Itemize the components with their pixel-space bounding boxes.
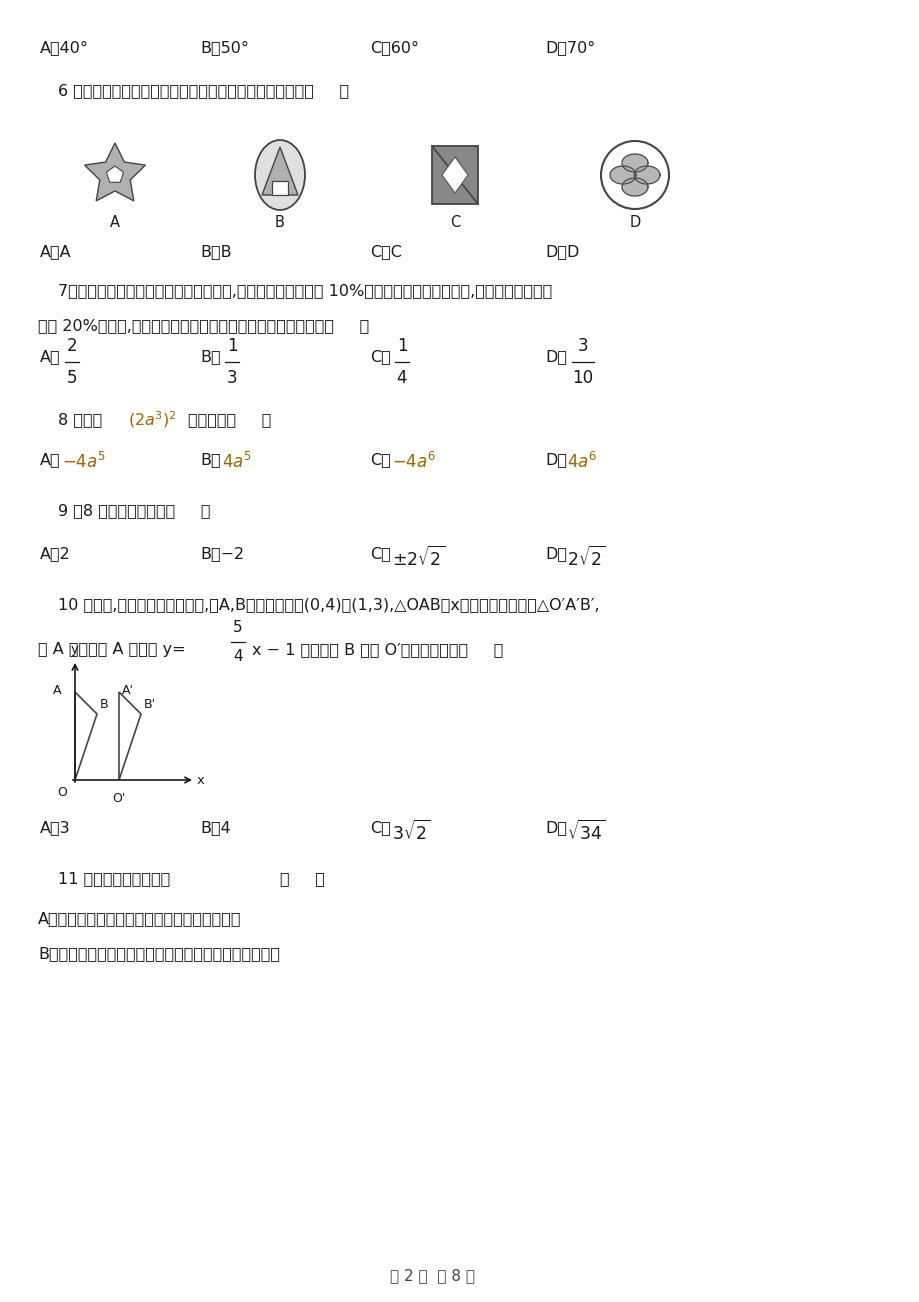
Text: 4: 4 <box>396 368 407 387</box>
Text: 11 ．下列说法错误的是: 11 ．下列说法错误的是 <box>58 871 170 885</box>
Text: D．D: D．D <box>544 243 579 259</box>
Text: B．三角形两边的垂直平分线的交点到三个顶点距离相等: B．三角形两边的垂直平分线的交点到三个顶点距离相等 <box>38 947 279 961</box>
Polygon shape <box>633 165 659 184</box>
Text: （     ）: （ ） <box>279 871 324 885</box>
Text: B．−2: B．−2 <box>199 546 244 561</box>
Text: 3: 3 <box>226 368 237 387</box>
Text: 3: 3 <box>577 337 587 355</box>
Bar <box>432 146 478 204</box>
Text: $-4a^6$: $-4a^6$ <box>391 452 436 473</box>
Text: B．4: B．4 <box>199 820 231 835</box>
Text: x: x <box>197 773 205 786</box>
Text: A．40°: A．40° <box>40 40 89 55</box>
Text: $4a^5$: $4a^5$ <box>221 452 252 473</box>
Polygon shape <box>441 158 468 193</box>
Text: D．: D． <box>544 820 566 835</box>
Text: B．: B． <box>199 349 221 365</box>
Text: 5: 5 <box>233 620 243 635</box>
Text: A: A <box>52 685 61 698</box>
Text: A．等腰三角形的高、中线、角平分线互相重合: A．等腰三角形的高、中线、角平分线互相重合 <box>38 911 242 926</box>
Text: $(2a^3)^2$: $(2a^3)^2$ <box>128 409 176 430</box>
Text: A: A <box>110 215 119 230</box>
Text: $3\sqrt{2}$: $3\sqrt{2}$ <box>391 820 430 844</box>
Text: D．70°: D．70° <box>544 40 595 55</box>
Text: $4a^6$: $4a^6$ <box>566 452 596 473</box>
Text: x − 1 上，则点 B 与点 O′之间的距离为（     ）: x − 1 上，则点 B 与点 O′之间的距离为（ ） <box>252 642 503 658</box>
Text: 8 ．计算: 8 ．计算 <box>58 411 102 427</box>
Polygon shape <box>85 143 145 201</box>
Text: $\pm2\sqrt{2}$: $\pm2\sqrt{2}$ <box>391 546 445 570</box>
Text: 2: 2 <box>66 337 77 355</box>
Text: C: C <box>449 215 460 230</box>
Text: B: B <box>100 698 108 711</box>
Ellipse shape <box>255 141 305 210</box>
Text: D: D <box>629 215 640 230</box>
Text: B．50°: B．50° <box>199 40 249 55</box>
Text: 1: 1 <box>226 337 237 355</box>
Polygon shape <box>621 154 647 172</box>
Text: 5: 5 <box>67 368 77 387</box>
Text: A．: A． <box>40 452 61 467</box>
Text: D．: D． <box>544 452 566 467</box>
Text: C．: C． <box>369 546 391 561</box>
Text: D．: D． <box>544 349 566 365</box>
Text: A': A' <box>122 685 134 698</box>
Text: D．: D． <box>544 546 566 561</box>
Text: 6 ．下列图形中，既是轴对称图形又是中心对称图形的是（     ）: 6 ．下列图形中，既是轴对称图形又是中心对称图形的是（ ） <box>58 83 348 98</box>
Text: 10 ．如图,在平面直角坐标系中,点A,B的坐标分别为(0,4)和(1,3),△OAB沿x轴向右平移后得到△O′A′B′,: 10 ．如图,在平面直角坐标系中,点A,B的坐标分别为(0,4)和(1,3),△… <box>58 598 599 612</box>
Text: A．: A． <box>40 349 61 365</box>
Text: O: O <box>57 786 67 799</box>
Text: A．3: A．3 <box>40 820 71 835</box>
Text: 9 ．8 的算术平方根是（     ）: 9 ．8 的算术平方根是（ ） <box>58 503 210 518</box>
Text: B': B' <box>144 698 156 711</box>
Text: C．: C． <box>369 452 391 467</box>
Text: B: B <box>275 215 285 230</box>
Text: 第 2 页  共 8 页: 第 2 页 共 8 页 <box>390 1268 474 1282</box>
Polygon shape <box>262 147 298 195</box>
Text: $-4a^5$: $-4a^5$ <box>62 452 106 473</box>
Text: C．: C． <box>369 820 391 835</box>
Bar <box>272 181 288 195</box>
Text: 点 A 的对应点 A 在直线 y=: 点 A 的对应点 A 在直线 y= <box>38 642 186 658</box>
Text: C．: C． <box>369 349 391 365</box>
Text: $2\sqrt{2}$: $2\sqrt{2}$ <box>566 546 605 570</box>
Text: A．2: A．2 <box>40 546 71 561</box>
Text: $\sqrt{34}$: $\sqrt{34}$ <box>566 820 605 844</box>
Text: 至少 20%的利润,那么这种水果的售价在进价基础上应至少提高（     ）: 至少 20%的利润,那么这种水果的售价在进价基础上应至少提高（ ） <box>38 318 369 333</box>
Text: C．C: C．C <box>369 243 402 259</box>
Text: O': O' <box>112 792 126 805</box>
Text: 的结果是（     ）: 的结果是（ ） <box>187 411 271 427</box>
Text: 10: 10 <box>572 368 593 387</box>
Text: 1: 1 <box>396 337 407 355</box>
Polygon shape <box>107 165 123 182</box>
Text: B．: B． <box>199 452 221 467</box>
Polygon shape <box>621 178 647 197</box>
Polygon shape <box>609 165 635 184</box>
Text: B．B: B．B <box>199 243 232 259</box>
Text: A．A: A．A <box>40 243 72 259</box>
Text: 4: 4 <box>233 648 243 664</box>
Text: 7．某大型超市从生产基地购进一批水果,运输过程中质量损失 10%。假设不计超市其他费用,如果超市要想获得: 7．某大型超市从生产基地购进一批水果,运输过程中质量损失 10%。假设不计超市其… <box>58 283 551 298</box>
Text: y: y <box>71 643 79 656</box>
Text: C．60°: C．60° <box>369 40 418 55</box>
